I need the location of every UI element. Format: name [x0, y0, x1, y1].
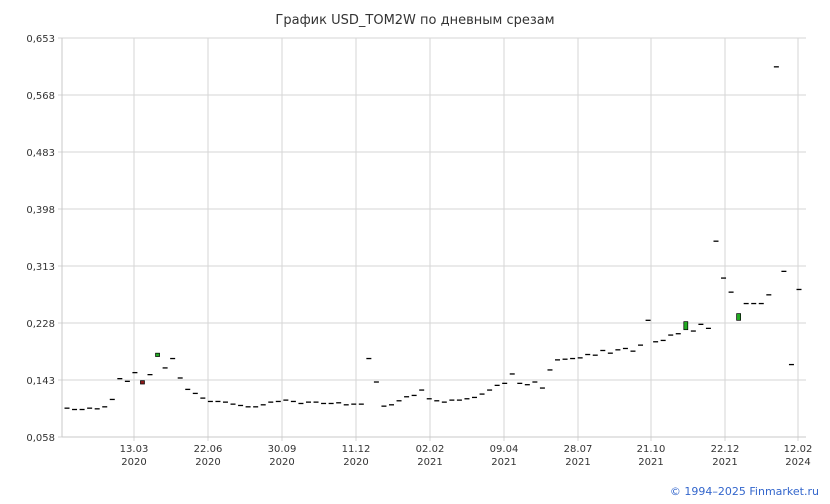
x-tick-date: 09.04	[490, 444, 519, 455]
candle-up	[736, 313, 741, 321]
grid	[58, 37, 806, 441]
x-tick-year: 2024	[785, 457, 810, 468]
x-tick-year: 2021	[638, 457, 663, 468]
x-tick-date: 30.09	[268, 444, 297, 455]
candle-down	[140, 380, 145, 385]
x-tick-year: 2020	[269, 457, 294, 468]
y-tick-label: 0,058	[26, 433, 55, 444]
x-tick-date: 22.06	[194, 444, 223, 455]
y-tick-label: 0,483	[26, 148, 55, 159]
x-axis-ticks: 13.03 2020 22.06 2020 30.09 2020 11.12 2020 02.0…	[120, 444, 813, 468]
x-tick-date: 22.12	[711, 444, 740, 455]
x-tick-year: 2020	[195, 457, 220, 468]
y-tick-label: 0,143	[26, 376, 55, 387]
copyright-credit[interactable]: © 1994–2025 Finmarket.ru	[670, 485, 819, 498]
y-tick-label: 0,653	[26, 34, 55, 45]
x-tick-year: 2021	[565, 457, 590, 468]
candles	[64, 66, 802, 411]
y-tick-label: 0,313	[26, 262, 55, 273]
x-tick-year: 2020	[343, 457, 368, 468]
y-tick-label: 0,568	[26, 91, 55, 102]
x-tick-date: 02.02	[416, 444, 445, 455]
candle-up	[155, 352, 160, 357]
x-tick-year: 2021	[417, 457, 442, 468]
y-tick-label: 0,228	[26, 319, 55, 330]
x-tick-date: 13.03	[120, 444, 149, 455]
x-tick-date: 11.12	[342, 444, 371, 455]
candle-up	[683, 321, 689, 331]
x-tick-year: 2020	[121, 457, 146, 468]
y-tick-label: 0,398	[26, 205, 55, 216]
x-tick-date: 12.02	[784, 444, 813, 455]
x-tick-year: 2021	[712, 457, 737, 468]
x-tick-year: 2021	[491, 457, 516, 468]
x-tick-date: 28.07	[564, 444, 593, 455]
x-tick-date: 21.10	[637, 444, 666, 455]
y-axis-ticks: 0,058 0,143 0,228 0,313 0,398 0,483 0,568 0,653	[26, 34, 55, 444]
chart-title: График USD_TOM2W по дневным срезам	[275, 13, 554, 28]
